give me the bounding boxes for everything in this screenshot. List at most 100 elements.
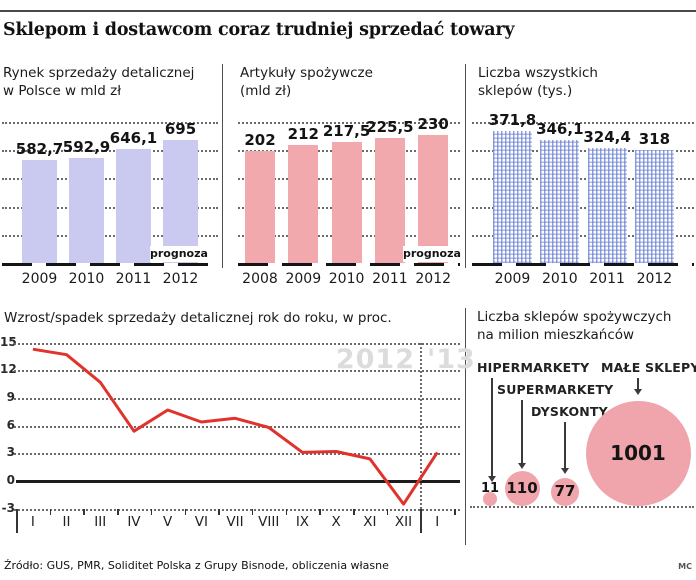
- y-tick-label: -3: [1, 500, 15, 515]
- bubble-label-2: DYSKONTY: [531, 404, 608, 419]
- leader-line: [491, 378, 493, 476]
- bar-2008: [245, 150, 275, 263]
- x-axis-label: III: [94, 514, 107, 530]
- x-axis-tick: [386, 508, 389, 515]
- gridline: [14, 398, 460, 401]
- x-axis-tick: [49, 508, 52, 515]
- x-axis-label: IV: [127, 514, 141, 530]
- bar-chart-title-0: Rynek sprzedaży detalicznej w Polsce w ml…: [3, 65, 195, 99]
- zero-line: [16, 479, 460, 483]
- panel-divider-1: [465, 64, 466, 268]
- y-tick-label: 0: [6, 473, 15, 487]
- bubble-value: 110: [506, 478, 538, 497]
- watermark-2012: 2012: [335, 344, 415, 375]
- gridline: [2, 206, 218, 209]
- bar-2011: [374, 137, 405, 263]
- bubble-3: [585, 401, 691, 506]
- bubble-2: [551, 478, 579, 506]
- arrow-down-icon: [487, 476, 496, 482]
- top-rule: [0, 10, 696, 12]
- bar-value-label: 646,1: [109, 128, 158, 147]
- x-axis-label: I: [435, 514, 440, 530]
- x-axis-label: X: [331, 514, 341, 530]
- arrow-down-icon: [560, 468, 569, 474]
- gridline: [2, 150, 218, 153]
- x-axis-tick: [83, 508, 85, 515]
- bar-value-label: 230: [417, 115, 449, 133]
- x-axis-label: II: [62, 514, 71, 530]
- y-tick-label: 9: [6, 390, 15, 405]
- gridline: [14, 453, 460, 456]
- gridline: [472, 122, 694, 124]
- x-axis-tick: [218, 508, 220, 515]
- line-series: [32, 347, 439, 506]
- x-axis-tick: [353, 508, 355, 515]
- bar-value-label: 212: [287, 125, 319, 144]
- arrow-down-icon: [633, 389, 642, 395]
- line-chart-title: Wzrost/spadek sprzedaży detalicznej rok …: [4, 310, 392, 326]
- bar-2010: [331, 141, 362, 263]
- page-title: Sklepom i dostawcom coraz trudniej sprze…: [3, 20, 515, 40]
- gridline: [14, 370, 460, 373]
- retail-growth-line: [32, 347, 439, 506]
- bar-2009: [22, 159, 57, 263]
- bar-2009: [493, 131, 532, 263]
- bubble-value: 77: [554, 482, 576, 501]
- bar-chart-title-1: Artykuły spożywcze (mld zł): [240, 65, 373, 99]
- x-axis-label: VII: [226, 514, 244, 530]
- x-axis-tick: [150, 508, 153, 515]
- prognoza-label: prognoza: [150, 246, 208, 262]
- bar-value-label: 324,4: [583, 127, 631, 146]
- year-separator: [420, 508, 422, 533]
- year-divider-dotted: [420, 343, 423, 509]
- x-axis-tick: [184, 508, 186, 515]
- bar-value-label: 695: [164, 120, 197, 138]
- gridline: [472, 150, 694, 153]
- bar-2010: [540, 140, 580, 263]
- x-axis-label: 2011: [589, 271, 625, 287]
- x-axis-label: 2010: [541, 271, 578, 287]
- leader-line: [637, 378, 639, 389]
- gridline: [14, 342, 460, 345]
- gridline: [472, 178, 694, 181]
- x-axis-tick: [251, 508, 254, 515]
- baseline: [472, 263, 694, 266]
- prognoza-label: prognoza: [403, 246, 461, 262]
- x-axis-tick: [285, 508, 288, 515]
- x-axis-label: 2009: [285, 271, 322, 287]
- bar-2012: [634, 150, 674, 263]
- x-axis-label: 2009: [21, 271, 58, 287]
- baseline: [2, 263, 218, 266]
- bar-2012: [418, 135, 449, 263]
- bar-value-label: 346,1: [536, 120, 584, 139]
- x-axis-label: XI: [363, 514, 377, 530]
- x-axis-label: I: [30, 514, 35, 530]
- gridline: [472, 234, 694, 237]
- y-tick-label: 12: [0, 362, 17, 377]
- bar-value-label: 202: [244, 130, 276, 149]
- bar-value-label: 371,8: [488, 111, 537, 129]
- x-axis-label: 2012: [636, 271, 673, 287]
- bubble-1: [504, 471, 540, 506]
- bar-value-label: 225,5: [366, 117, 414, 136]
- x-axis-tick: [319, 508, 321, 515]
- bubble-label-3: MAŁE SKLEPY: [601, 360, 696, 375]
- watermark-13: '13: [427, 344, 476, 375]
- bar-chart-title-2: Liczba wszystkich sklepów (tys.): [478, 65, 598, 99]
- x-axis-label: 2011: [115, 271, 152, 287]
- panel-divider-0: [222, 64, 223, 268]
- bubble-value: 11: [480, 481, 500, 496]
- bubble-value: 1001: [610, 440, 666, 465]
- x-axis-label: 2008: [242, 271, 278, 287]
- y-tick-label: 15: [0, 334, 17, 349]
- gridline: [14, 508, 460, 511]
- bar-value-label: 592,9: [62, 138, 111, 157]
- panel-divider-2: [465, 308, 466, 545]
- bubble-baseline: [470, 506, 694, 508]
- bubble-chart-title: Liczba sklepów spożywczych na milion mies…: [477, 309, 672, 343]
- x-axis-label: 2012: [415, 271, 452, 287]
- bar-value-label: 582,7: [15, 139, 64, 158]
- gridline: [2, 122, 218, 124]
- x-axis-label: 2010: [68, 271, 105, 287]
